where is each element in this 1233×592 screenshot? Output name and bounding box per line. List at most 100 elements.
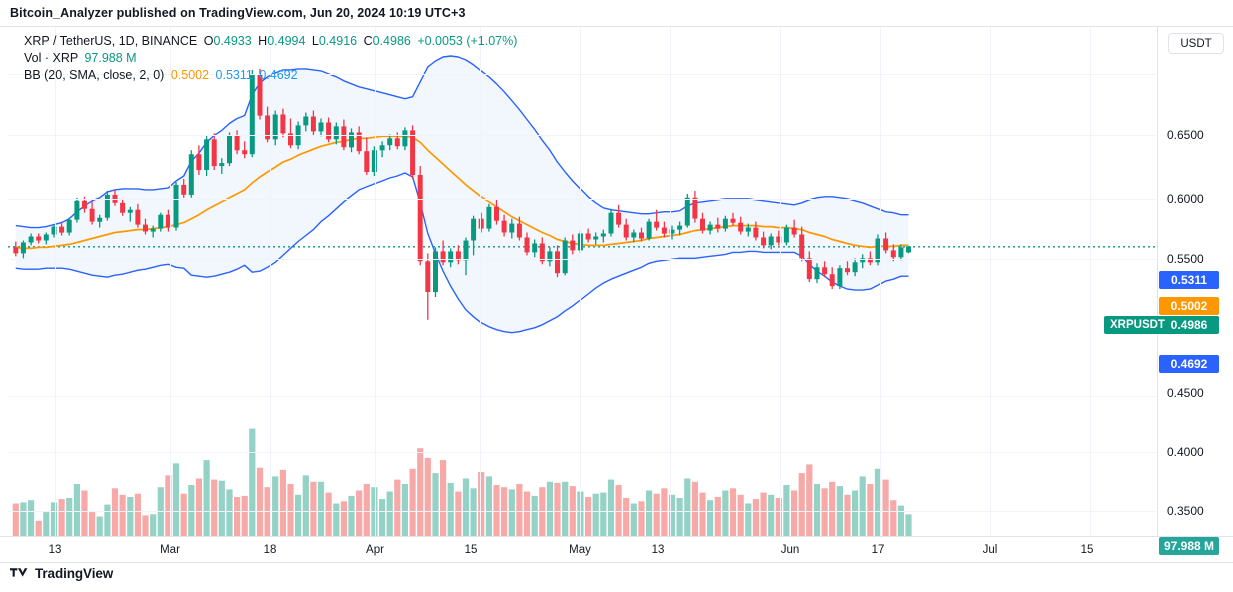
volume-bar (356, 490, 363, 536)
candle-body (478, 218, 484, 229)
candle-body (623, 224, 629, 238)
candle-body (341, 126, 347, 148)
volume-bar (424, 457, 431, 536)
candle-body (135, 209, 141, 225)
candle-body (402, 130, 408, 147)
volume-bar (104, 504, 111, 536)
bb-lower-price-badge[interactable]: 0.4692 (1159, 355, 1219, 373)
attribution-text: Bitcoin_Analyzer published on TradingVie… (10, 6, 466, 20)
volume-bar (699, 492, 706, 536)
volume-value-badge[interactable]: 97.988 M (1159, 537, 1219, 555)
horizontal-gridline (8, 74, 1156, 75)
candle-body (661, 227, 667, 234)
volume-bar (768, 494, 775, 536)
price-axis-tick: 0.5500 (1167, 252, 1204, 266)
time-scale[interactable]: 13 Mar 18 Apr 15 May 13 Jun 17 Jul 15 (0, 536, 1233, 563)
candle-body (188, 154, 194, 195)
candle-body (265, 115, 271, 140)
time-axis-tick: Mar (160, 544, 180, 556)
candle-body (463, 240, 469, 261)
vertical-gridline (170, 27, 171, 536)
volume-bar (165, 475, 172, 536)
volume-bar (447, 482, 454, 536)
volume-bar (310, 481, 317, 536)
candle-body (509, 223, 515, 233)
candle-body (20, 242, 26, 254)
volume-bar (478, 472, 485, 536)
volume-bar (379, 499, 386, 536)
price-scale[interactable]: USDT 0.6500 0.6000 0.5500 0.4500 0.4000 0.350… (1157, 27, 1233, 555)
volume-bar (234, 497, 241, 536)
candle-body (501, 220, 507, 233)
time-axis-tick: 18 (263, 544, 277, 556)
candle-body (150, 228, 156, 232)
time-axis-tick: Jul (982, 544, 998, 556)
time-axis-tick: 13 (651, 544, 665, 556)
volume-bar (585, 497, 592, 536)
time-axis-tick: Jun (780, 544, 800, 556)
time-axis-tick: Apr (366, 544, 384, 556)
horizontal-gridline (8, 259, 1156, 260)
volume-bar (691, 481, 698, 536)
volume-bar (729, 488, 737, 536)
volume-bar (722, 490, 729, 536)
volume-bar (20, 502, 27, 536)
price-axis-tick: 0.4000 (1167, 445, 1204, 459)
currency-badge[interactable]: USDT (1168, 33, 1224, 54)
candle-body (555, 251, 560, 274)
candle-body (127, 209, 133, 213)
volume-bar (409, 468, 416, 536)
candle-body (791, 227, 797, 235)
horizontal-gridline (8, 199, 1156, 200)
horizontal-gridline (8, 511, 1156, 512)
candle-body (585, 233, 591, 240)
volume-bar (531, 495, 538, 536)
candle-body (272, 114, 278, 140)
candle-body (898, 247, 904, 258)
candle-body (608, 212, 614, 234)
volume-bar (462, 478, 470, 536)
bb-band-fill (15, 56, 909, 333)
candle-body (783, 227, 789, 243)
vertical-gridline (990, 27, 991, 536)
bb-upper-price-badge[interactable]: 0.5311 (1159, 271, 1219, 289)
candle-body (89, 208, 95, 222)
plot-area[interactable]: XRP / TetherUS, 1D, BINANCE O0.4933 H0.4… (8, 27, 1156, 536)
candle-body (440, 251, 446, 263)
candle-body (36, 236, 42, 241)
candle-body (524, 237, 530, 253)
candle-body (433, 251, 438, 293)
candle-body (639, 232, 644, 239)
candle-body (333, 126, 339, 140)
candle-body (516, 223, 522, 238)
volume-bar (798, 473, 805, 536)
volume-bar (249, 428, 256, 536)
candle-body (448, 251, 454, 263)
candle-body (181, 184, 187, 195)
volume-bar (791, 490, 798, 536)
candle-body (486, 206, 492, 229)
candle-body (364, 151, 370, 172)
candle-body (234, 135, 240, 151)
volume-bar (554, 482, 561, 536)
volume-bar (81, 490, 88, 536)
time-axis-tick: 13 (48, 544, 62, 556)
volume-bar (142, 515, 149, 536)
volume-bar (859, 476, 866, 536)
candle-body (66, 219, 72, 233)
volume-bar (73, 484, 80, 536)
candle-body (684, 197, 690, 226)
vertical-gridline (55, 27, 56, 536)
price-axis-tick: 0.3500 (1167, 504, 1204, 518)
volume-bar (676, 498, 683, 536)
candle-body (13, 247, 19, 254)
volume-bar (66, 498, 73, 536)
candle-body (806, 258, 812, 280)
volume-bar (638, 501, 645, 536)
last-price-badge[interactable]: 0.4986 (1159, 316, 1219, 334)
volume-bar (653, 493, 660, 536)
candle-body (74, 200, 80, 220)
bb-basis-price-badge[interactable]: 0.5002 (1159, 297, 1219, 315)
candle-body (455, 251, 461, 261)
candle-body (631, 232, 637, 238)
